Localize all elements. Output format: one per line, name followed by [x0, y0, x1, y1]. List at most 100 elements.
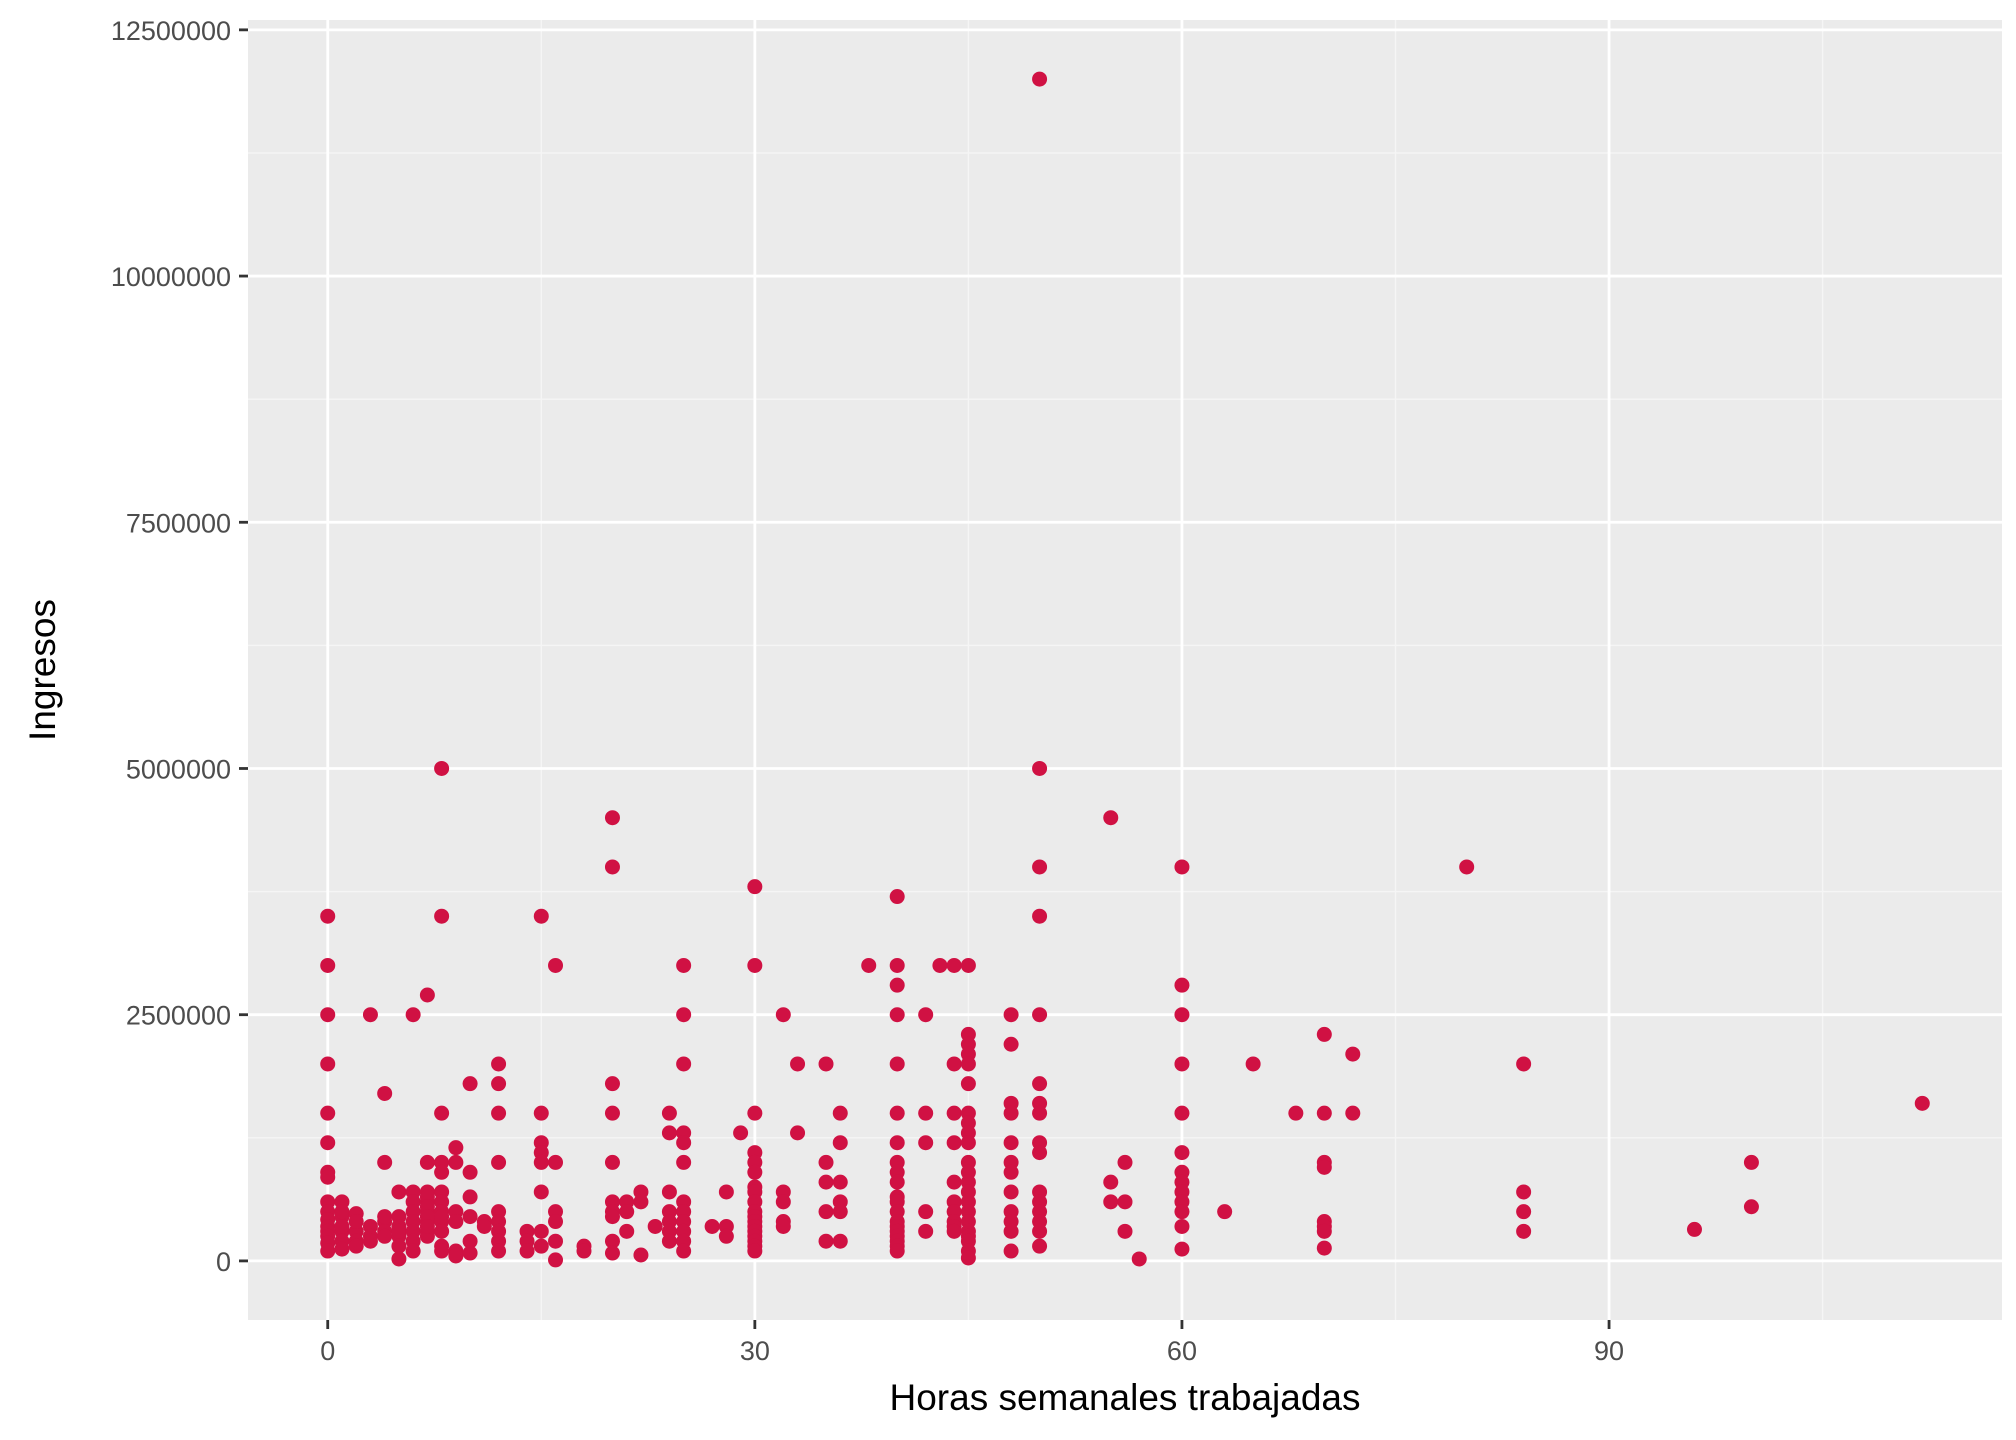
data-point [1174, 1218, 1190, 1234]
data-point [619, 1204, 635, 1220]
data-point [619, 1223, 635, 1239]
data-point [818, 1204, 834, 1220]
data-point [320, 1007, 336, 1023]
data-point [1316, 1240, 1332, 1256]
data-point [790, 1125, 806, 1141]
data-point [718, 1228, 734, 1244]
data-point [604, 1233, 620, 1249]
data-point [391, 1223, 407, 1239]
data-point [1003, 1135, 1019, 1151]
data-point [377, 1085, 393, 1101]
x-axis-title: Horas semanales trabajadas [890, 1377, 1361, 1418]
data-point [918, 1204, 934, 1220]
data-point [946, 1135, 962, 1151]
data-point [818, 1056, 834, 1072]
data-point [1003, 1007, 1019, 1023]
data-point [448, 1154, 464, 1170]
data-point [434, 1209, 450, 1225]
data-point [889, 1056, 905, 1072]
data-point [918, 1223, 934, 1239]
data-point [889, 1105, 905, 1121]
data-point [1174, 977, 1190, 993]
data-point [348, 1214, 364, 1230]
data-point [1003, 1184, 1019, 1200]
data-point [1316, 1159, 1332, 1175]
data-point [1032, 1223, 1048, 1239]
data-point [448, 1248, 464, 1264]
data-point [320, 1169, 336, 1185]
data-point [434, 1164, 450, 1180]
data-point [405, 1007, 421, 1023]
x-axis: 0 30 60 90 [320, 1320, 1624, 1366]
data-point [1288, 1105, 1304, 1121]
data-point [476, 1218, 492, 1234]
data-point [548, 957, 564, 973]
data-point [775, 1007, 791, 1023]
data-point [1117, 1154, 1133, 1170]
data-point [1686, 1221, 1702, 1237]
data-point [747, 957, 763, 973]
data-point [419, 987, 435, 1003]
data-point [362, 1233, 378, 1249]
data-point [548, 1233, 564, 1249]
data-point [1032, 1076, 1048, 1092]
data-point [889, 957, 905, 973]
data-point [1345, 1046, 1361, 1062]
data-point [491, 1056, 507, 1072]
data-point [946, 1056, 962, 1072]
data-point [462, 1189, 478, 1205]
data-point [377, 1154, 393, 1170]
y-tick-label: 0 [216, 1247, 231, 1277]
data-point [818, 1233, 834, 1249]
data-point [1316, 1026, 1332, 1042]
data-point [790, 1056, 806, 1072]
data-point [462, 1233, 478, 1249]
data-point [320, 908, 336, 924]
data-point [419, 1218, 435, 1234]
data-point [604, 1245, 620, 1261]
y-tick-label: 7500000 [126, 508, 231, 538]
y-axis: 0 2500000 5000000 7500000 10000000 12500000 [111, 16, 248, 1277]
data-point [960, 1056, 976, 1072]
data-point [334, 1204, 350, 1220]
data-point [1459, 859, 1475, 875]
data-point [604, 859, 620, 875]
data-point [1174, 1145, 1190, 1161]
data-point [747, 879, 763, 895]
data-point [320, 1243, 336, 1259]
y-tick-label: 5000000 [126, 754, 231, 784]
data-point [747, 1105, 763, 1121]
data-point [1003, 1164, 1019, 1180]
data-point [533, 1238, 549, 1254]
data-point [491, 1243, 507, 1259]
data-point [1103, 810, 1119, 826]
data-point [1003, 1243, 1019, 1259]
y-tick-label: 12500000 [111, 16, 231, 46]
data-point [548, 1252, 564, 1268]
data-point [1914, 1095, 1930, 1111]
data-point [818, 1154, 834, 1170]
data-point [1316, 1105, 1332, 1121]
data-point [676, 1243, 692, 1259]
data-point [533, 908, 549, 924]
data-point [676, 1007, 692, 1023]
data-point [1103, 1174, 1119, 1190]
data-point [405, 1243, 421, 1259]
data-point [918, 1105, 934, 1121]
data-point [320, 1105, 336, 1121]
data-point [491, 1076, 507, 1092]
data-point [533, 1223, 549, 1239]
major-gridlines [248, 20, 2002, 1320]
data-point [889, 889, 905, 905]
data-point [604, 1154, 620, 1170]
data-point [533, 1154, 549, 1170]
y-axis-title: Ingresos [22, 599, 63, 741]
data-point [533, 1105, 549, 1121]
data-point [1032, 1007, 1048, 1023]
data-point [1217, 1204, 1233, 1220]
data-point [1174, 1204, 1190, 1220]
data-point [889, 1135, 905, 1151]
data-point [946, 1105, 962, 1121]
data-point [889, 1007, 905, 1023]
data-point [1032, 1238, 1048, 1254]
